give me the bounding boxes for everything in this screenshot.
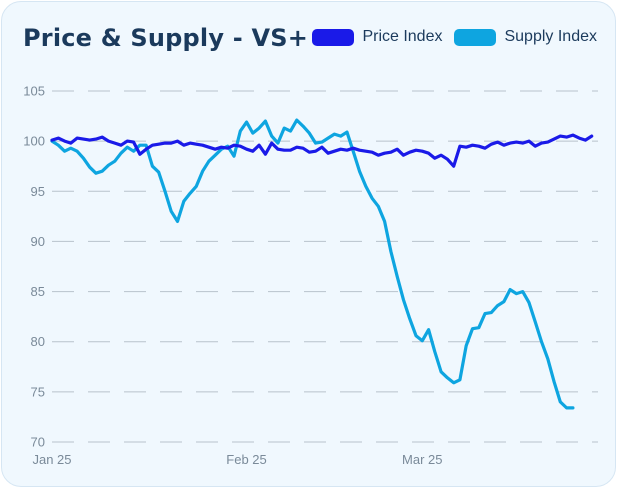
legend: Price Index Supply Index (312, 28, 597, 46)
legend-label-supply-index: Supply Index (504, 28, 597, 45)
x-axis-ticks: Jan 25 Feb 25 Mar 25 (32, 452, 442, 467)
y-tick-label: 70 (31, 435, 45, 450)
legend-label-price-index: Price Index (362, 28, 443, 45)
y-tick-label: 85 (31, 284, 45, 299)
x-tick-label: Jan 25 (32, 452, 71, 467)
x-tick-label: Mar 25 (402, 452, 442, 467)
grid-lines (52, 90, 598, 443)
y-tick-label: 105 (23, 84, 45, 99)
x-tick-label: Feb 25 (226, 452, 266, 467)
series-line-supply-index (50, 118, 575, 410)
legend-swatch-price-index (312, 28, 355, 46)
legend-item-price-index[interactable]: Price Index (312, 28, 442, 46)
y-axis-ticks: 70 75 80 85 90 95 100 105 (23, 84, 45, 450)
legend-item-supply-index[interactable]: Supply Index (454, 28, 597, 46)
series-lines (50, 118, 594, 410)
y-tick-label: 80 (31, 334, 45, 349)
y-tick-label: 90 (31, 234, 45, 249)
y-tick-label: 95 (31, 184, 45, 199)
legend-swatch-supply-index (454, 28, 497, 46)
y-tick-label: 75 (31, 384, 45, 399)
chart-title: Price & Supply - VS+ (23, 24, 309, 52)
y-tick-label: 100 (23, 134, 45, 149)
series-line-price-index (50, 133, 594, 168)
